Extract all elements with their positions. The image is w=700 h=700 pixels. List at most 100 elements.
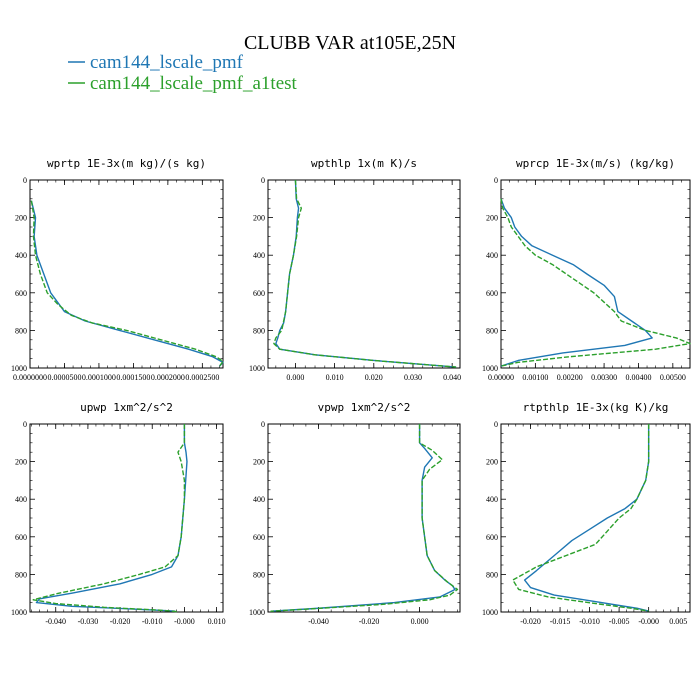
- panel-1-ytick-label: 200: [15, 214, 27, 223]
- panel-3-ytick-label: 200: [486, 214, 498, 223]
- panel-4: upwp 1xm^2/s^2 0 200 400 600 800 1000 -0.040 -0.…: [11, 401, 226, 626]
- panel-3-xtick-label: 0.00100: [522, 373, 548, 382]
- panel-3-title: wprcp 1E-3x(m/s) (kg/kg): [516, 157, 675, 170]
- panel-3-ytick-label: 0: [494, 176, 498, 185]
- panel-4-xtick-label: -0.040: [45, 617, 66, 626]
- panel-6-xtick-label: -0.000: [638, 617, 659, 626]
- panel-1-ytick-label: 0: [23, 176, 27, 185]
- figure-title: CLUBB VAR at105E,25N: [244, 32, 456, 54]
- panel-2-ytick-label: 0: [261, 176, 265, 185]
- panel-3-series-2-line: [500, 198, 691, 367]
- legend-label-2: cam144_lscale_pmf_a1test: [90, 73, 298, 94]
- panel-6-frame: [500, 423, 691, 613]
- panel-6-ytick-label: 600: [486, 533, 498, 542]
- panel-2-xtick-label: 0.010: [326, 373, 344, 382]
- panel-4-xtick-label: -0.000: [174, 617, 195, 626]
- panel-1-title: wprtp 1E-3x(m kg)/(s kg): [47, 157, 206, 170]
- panel-5-series-1-line: [273, 424, 456, 612]
- panel-1-ytick-label: 600: [15, 289, 27, 298]
- legend-item-2: cam144_lscale_pmf_a1test: [68, 73, 298, 94]
- panel-2-ytick-label: 1000: [249, 364, 265, 373]
- panel-3-ytick-label: 600: [486, 289, 498, 298]
- panel-5-ytick-label: 0: [261, 420, 265, 429]
- panel-4-ytick-label: 600: [15, 533, 27, 542]
- panel-4-ytick-label: 400: [15, 495, 27, 504]
- panel-5-xtick-label: -0.020: [359, 617, 380, 626]
- panel-4-xtick-label: -0.010: [142, 617, 163, 626]
- panel-1-xtick-label: 0.0001500: [116, 373, 150, 382]
- panel-1-xtick-label: 0.0002000: [151, 373, 185, 382]
- panel-2-xtick-label: 0.000: [286, 373, 304, 382]
- panel-5-ytick-label: 600: [253, 533, 265, 542]
- panel-6-ytick-label: 1000: [482, 608, 498, 617]
- panel-5-ytick-label: 1000: [249, 608, 265, 617]
- panel-6-ytick-label: 0: [494, 420, 498, 429]
- panel-3-xtick-label: 0.00400: [625, 373, 651, 382]
- panel-2-title: wpthlp 1x(m K)/s: [311, 157, 417, 170]
- panel-4-ytick-label: 200: [15, 458, 27, 467]
- panel-2-xtick-label: 0.040: [443, 373, 461, 382]
- panel-2-ytick-label: 800: [253, 326, 265, 335]
- panel-3: wprcp 1E-3x(m/s) (kg/kg) 0 200 400 600 800 100…: [482, 157, 691, 382]
- panel-4-title: upwp 1xm^2/s^2: [80, 401, 173, 414]
- panel-4-xtick-label: -0.030: [78, 617, 99, 626]
- panel-5-ytick-label: 400: [253, 495, 265, 504]
- panel-1-xtick-label: 0.0002500: [185, 373, 219, 382]
- panel-6-ytick-label: 200: [486, 458, 498, 467]
- panel-1-ytick-label: 800: [15, 326, 27, 335]
- panel-2: wpthlp 1x(m K)/s 0 200 400 600 800 1000 0.000 0.…: [249, 157, 461, 382]
- panel-2-ytick-label: 200: [253, 214, 265, 223]
- panel-6-title: rtpthlp 1E-3x(kg K)/kg: [523, 401, 669, 414]
- panel-2-series-1-line: [275, 179, 457, 368]
- panel-2-ytick-label: 400: [253, 251, 265, 260]
- panel-5: vpwp 1xm^2/s^2 0 200 400 600 800 1000 -0.040 -0.…: [249, 401, 461, 626]
- panel-1-xtick-label: 0.0000500: [47, 373, 81, 382]
- panel-2-series-2-line: [273, 179, 457, 368]
- panel-3-series-1-line: [500, 198, 653, 367]
- panel-5-ytick-label: 200: [253, 458, 265, 467]
- panel-6-xtick-label: -0.020: [520, 617, 541, 626]
- panel-6-series-2-line: [512, 424, 650, 612]
- panel-3-ytick-label: 1000: [482, 364, 498, 373]
- panel-4-xtick-label: -0.020: [110, 617, 131, 626]
- panel-1-series-1-line: [30, 200, 224, 367]
- panel-3-frame: [500, 179, 691, 369]
- panel-4-ytick-label: 0: [23, 420, 27, 429]
- panel-3-xtick-label: 0.00500: [660, 373, 686, 382]
- panel-2-ytick-label: 600: [253, 289, 265, 298]
- panel-6-xtick-label: -0.015: [550, 617, 571, 626]
- panel-5-xtick-label: -0.040: [308, 617, 329, 626]
- panel-1-ytick-label: 400: [15, 251, 27, 260]
- panel-6-ytick-label: 800: [486, 570, 498, 579]
- panel-5-ytick-label: 800: [253, 570, 265, 579]
- panel-4-frame: [29, 423, 224, 613]
- panel-3-xtick-label: 0.00000: [488, 373, 514, 382]
- panel-6-xtick-label: -0.010: [579, 617, 600, 626]
- panel-1-xtick-label: 0.0000000: [13, 373, 47, 382]
- panel-1: wprtp 1E-3x(m kg)/(s kg) 0 200 400 600 800 100…: [11, 157, 224, 382]
- panel-6-xtick-label: -0.005: [609, 617, 630, 626]
- panel-4-ytick-label: 1000: [11, 608, 27, 617]
- panel-4-series-2-line: [32, 424, 186, 613]
- panel-4-ytick-label: 800: [15, 570, 27, 579]
- panel-6-xtick-label: 0.005: [669, 617, 687, 626]
- panel-4-xtick-label: 0.010: [208, 617, 226, 626]
- panel-1-xtick-label: 0.0001000: [82, 373, 116, 382]
- panel-2-frame: [267, 179, 461, 369]
- panel-3-ytick-label: 800: [486, 326, 498, 335]
- panel-4-series-1-line: [35, 424, 188, 612]
- panels: wprtp 1E-3x(m kg)/(s kg) 0 200 400 600 800 100…: [11, 157, 691, 626]
- panel-1-frame: [29, 179, 224, 369]
- panel-3-ytick-label: 400: [486, 251, 498, 260]
- legend-item-1: cam144_lscale_pmf: [68, 52, 244, 73]
- panel-6-ytick-label: 400: [486, 495, 498, 504]
- panel-5-xtick-label: 0.000: [411, 617, 429, 626]
- panel-6: rtpthlp 1E-3x(kg K)/kg 0 200 400 600 800 1000 -…: [482, 401, 691, 626]
- panel-2-xtick-label: 0.020: [365, 373, 383, 382]
- panel-6-series-1-line: [523, 424, 650, 612]
- legend: cam144_lscale_pmf cam144_lscale_pmf_a1te…: [68, 52, 298, 94]
- panel-2-xtick-label: 0.030: [404, 373, 422, 382]
- panel-5-title: vpwp 1xm^2/s^2: [318, 401, 411, 414]
- panel-5-series-2-line: [270, 424, 459, 612]
